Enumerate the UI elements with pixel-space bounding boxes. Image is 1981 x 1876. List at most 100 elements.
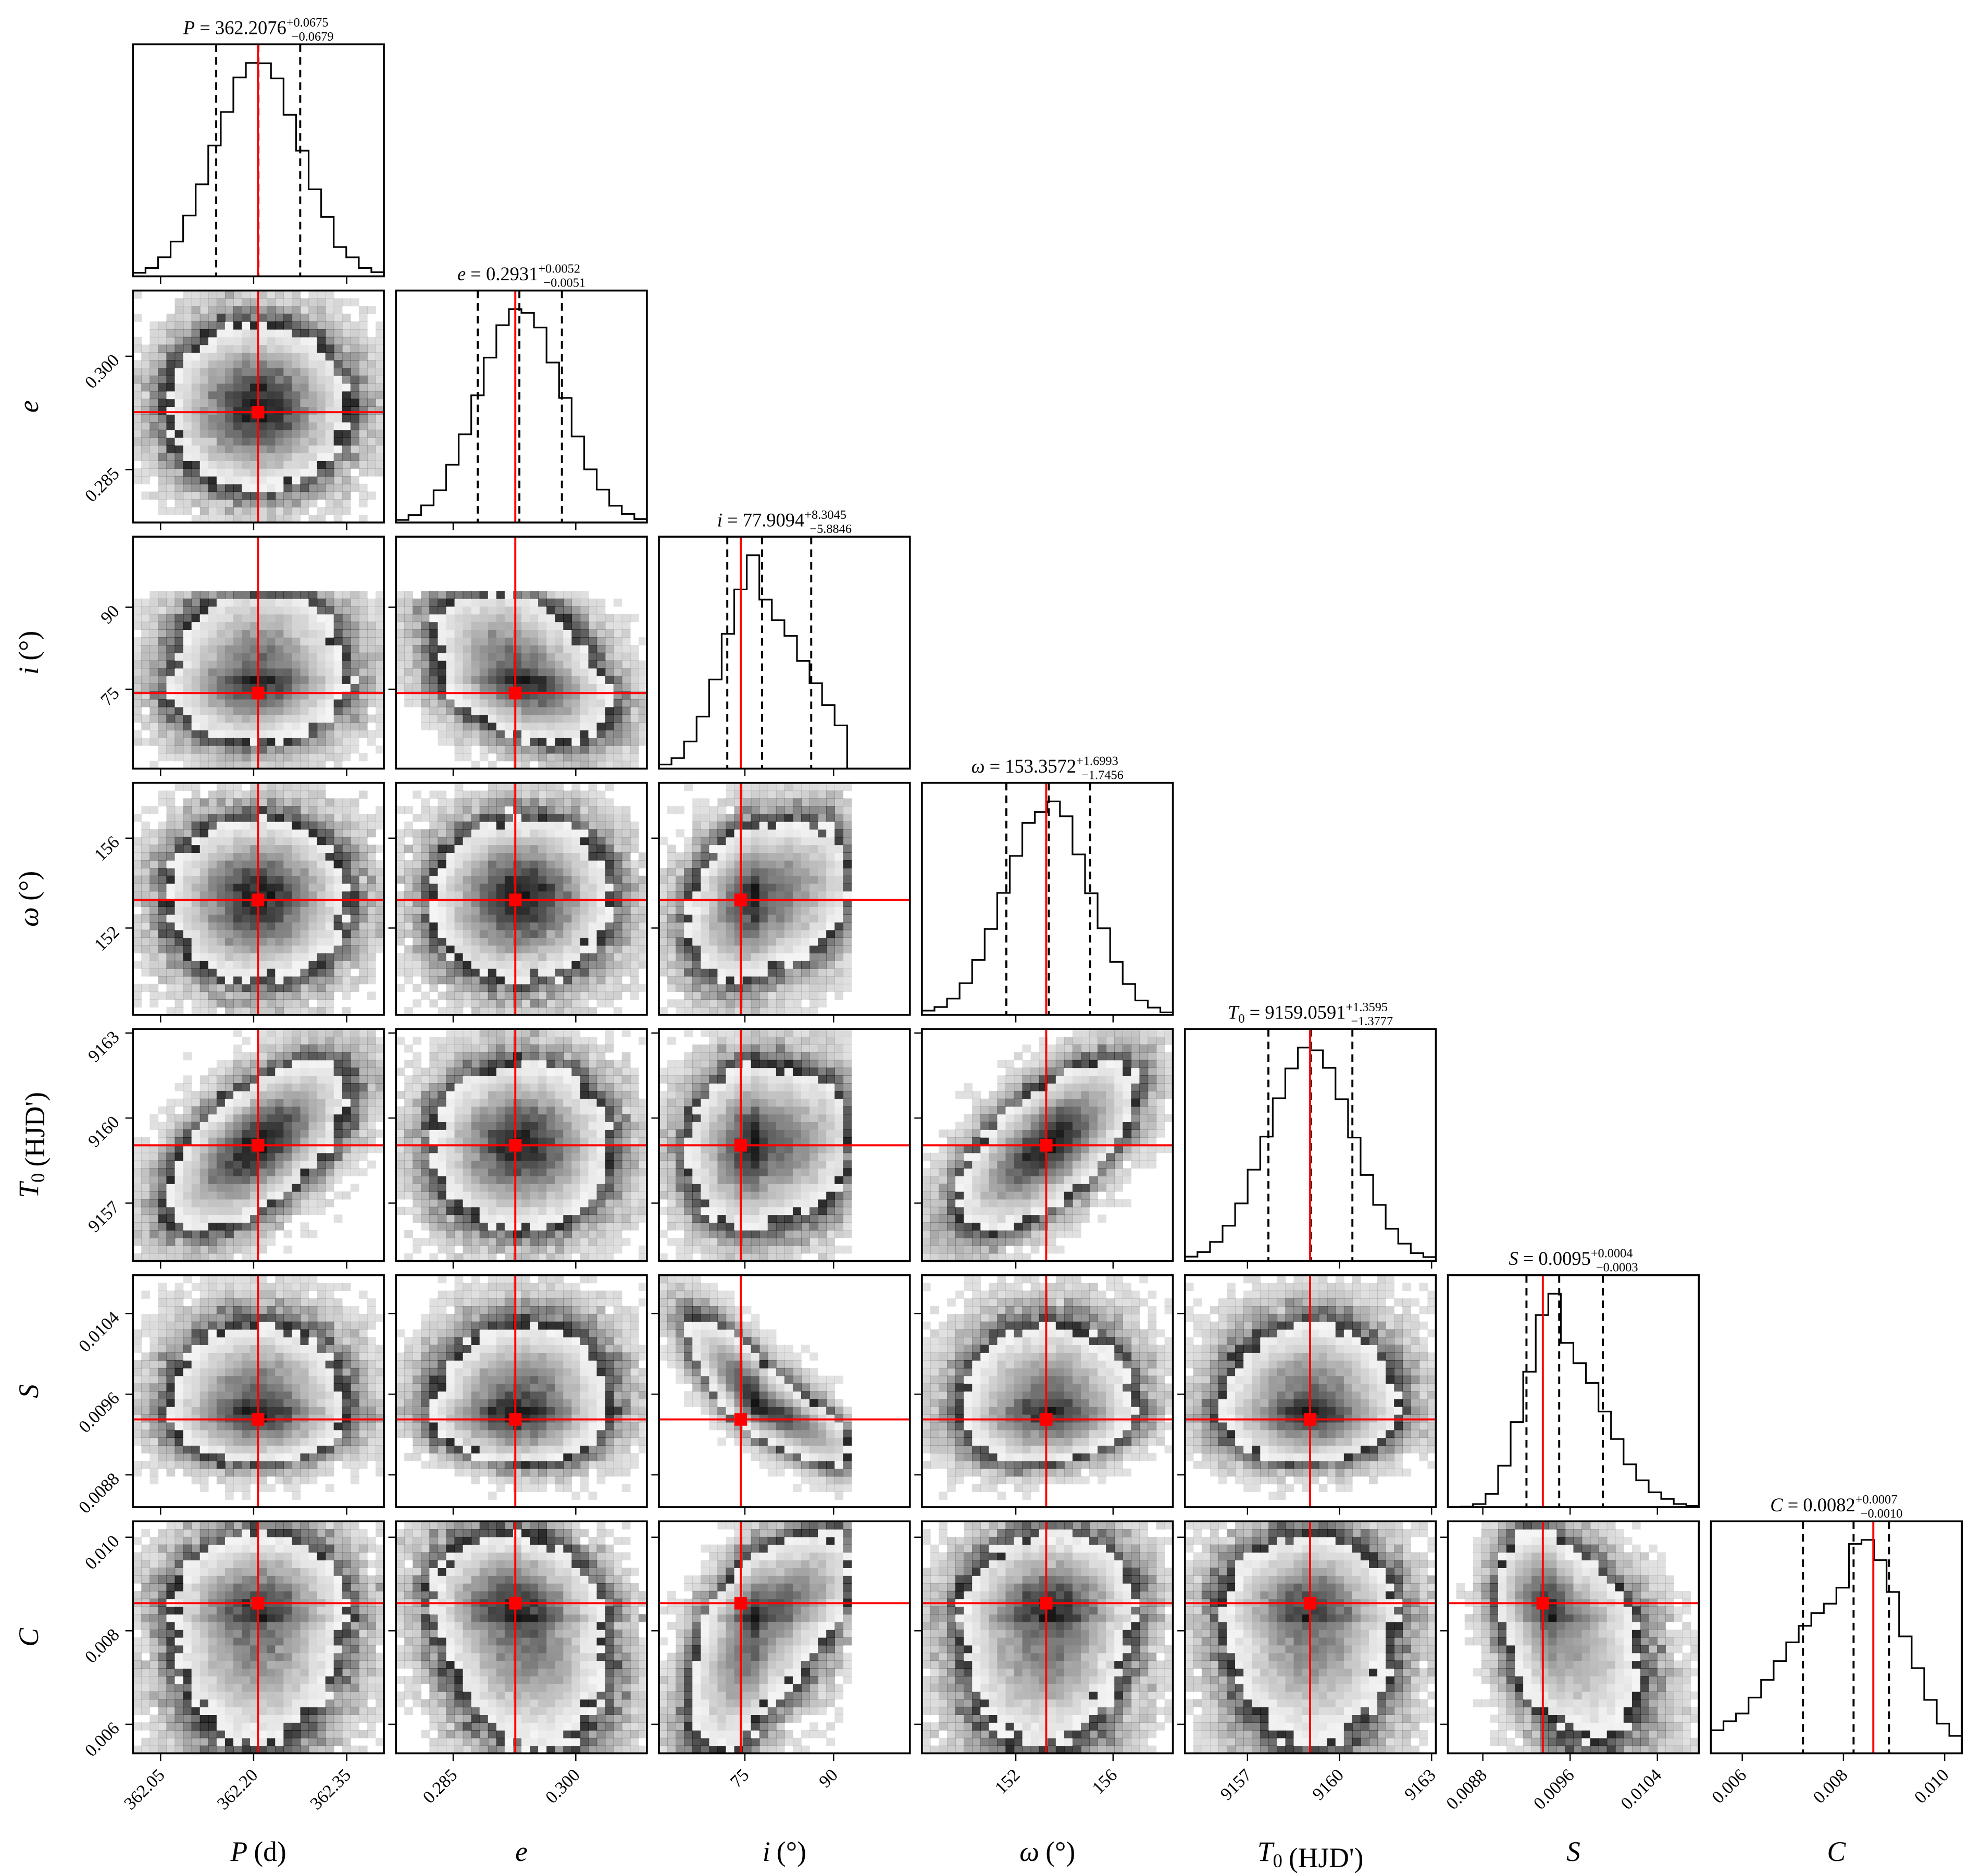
density-cell: [242, 714, 251, 723]
density-cell: [350, 1129, 359, 1138]
density-cell: [200, 652, 209, 661]
density-cell: [826, 984, 835, 992]
density-cell: [233, 1160, 242, 1169]
density-cell: [350, 914, 359, 923]
density-cell: [630, 676, 639, 684]
density-cell: [200, 1237, 209, 1246]
density-cell: [292, 1160, 301, 1169]
density-cell: [421, 614, 430, 623]
density-cell: [166, 437, 176, 446]
density-cell: [275, 1168, 284, 1176]
density-cell: [158, 745, 167, 754]
density-cell: [488, 660, 497, 669]
density-cell: [200, 306, 209, 314]
density-cell: [342, 1106, 351, 1115]
density-cell: [308, 476, 318, 484]
density-cell: [275, 814, 284, 822]
density-cell: [709, 906, 718, 915]
density-cell: [216, 806, 226, 814]
density-cell: [175, 468, 184, 477]
density-cell: [596, 790, 606, 799]
density-cell: [317, 961, 326, 969]
density-cell: [149, 368, 159, 376]
density-cell: [149, 738, 159, 746]
density-cell: [792, 782, 802, 791]
density-cell: [588, 852, 597, 861]
density-cell: [292, 999, 301, 1008]
density-cell: [317, 714, 326, 723]
density-cell: [726, 922, 735, 930]
density-cell: [300, 337, 309, 345]
density-cell: [233, 914, 242, 923]
density-cell: [283, 483, 293, 492]
density-cell: [250, 699, 259, 707]
density-cell: [809, 937, 818, 946]
density-cell: [496, 860, 505, 868]
density-cell: [333, 344, 343, 353]
density-cell: [216, 437, 226, 446]
density-cell: [158, 391, 167, 400]
density-cell: [325, 684, 334, 692]
density-cell: [342, 298, 351, 307]
density-cell: [621, 937, 631, 946]
density-cell: [208, 738, 217, 746]
density-cell: [621, 629, 631, 638]
density-cell: [342, 637, 351, 645]
density-cell: [613, 1007, 622, 1015]
density-cell: [208, 829, 217, 838]
density-cell: [175, 976, 184, 985]
density-cell: [267, 844, 276, 853]
density-cell: [208, 1145, 217, 1153]
density-cell: [275, 637, 284, 645]
density-cell: [216, 730, 226, 738]
density-cell: [684, 945, 693, 953]
density-cell: [843, 806, 852, 814]
density-cell: [496, 706, 505, 715]
density-cell: [166, 1137, 176, 1146]
density-cell: [546, 976, 555, 985]
density-cell: [200, 1160, 209, 1169]
density-cell: [429, 637, 439, 645]
density-cell: [496, 684, 505, 692]
density-cell: [605, 891, 614, 900]
density-cell: [216, 491, 226, 500]
density-cell: [367, 1090, 376, 1099]
density-cell: [751, 867, 760, 876]
density-cell: [350, 922, 359, 930]
density-cell: [166, 1237, 176, 1246]
density-cell: [258, 1090, 267, 1099]
density-cell: [413, 814, 422, 822]
density-cell: [834, 798, 844, 806]
density-cell: [283, 290, 293, 299]
density-cell: [300, 445, 309, 454]
density-cell: [454, 814, 464, 822]
density-cell: [538, 738, 547, 746]
density-cell: [283, 914, 293, 923]
density-cell: [225, 1199, 234, 1208]
density-cell: [283, 668, 293, 677]
density-cell: [358, 606, 368, 615]
density-cell: [225, 1168, 234, 1176]
density-cell: [692, 991, 702, 1000]
density-cell: [233, 852, 242, 861]
density-cell: [342, 507, 351, 515]
density-cell: [521, 790, 530, 799]
density-cell: [571, 738, 581, 746]
density-cell: [588, 991, 597, 1000]
density-cell: [242, 1168, 251, 1176]
density-cell: [563, 668, 572, 677]
density-cell: [141, 929, 151, 938]
density-cell: [208, 821, 217, 830]
density-cell: [342, 1129, 351, 1138]
density-cell: [208, 461, 217, 469]
density-cell: [471, 798, 480, 806]
density-cell: [350, 1090, 359, 1099]
density-cell: [571, 652, 581, 661]
density-cell: [191, 414, 201, 423]
density-cell: [149, 1176, 159, 1184]
density-cell: [166, 507, 176, 515]
density-cell: [200, 352, 209, 361]
density-cell: [413, 953, 422, 961]
density-cell: [208, 991, 217, 1000]
density-cell: [530, 614, 539, 623]
